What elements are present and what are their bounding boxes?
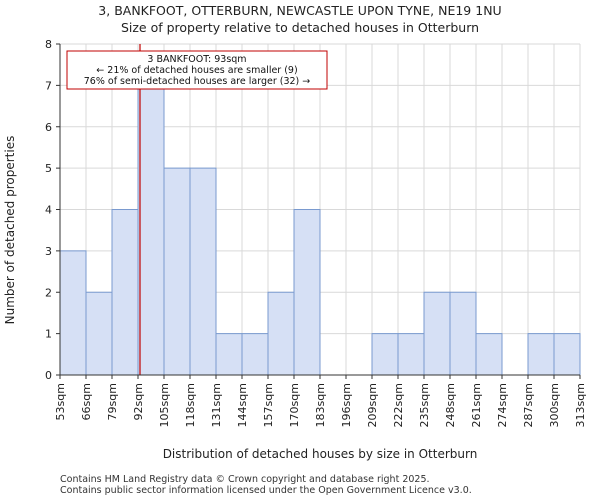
x-tick-label: 287sqm xyxy=(522,383,535,427)
y-tick-label: 8 xyxy=(45,38,52,51)
x-tick-label: 118sqm xyxy=(184,383,197,427)
x-tick-label: 274sqm xyxy=(496,383,509,427)
bar-235sqm xyxy=(423,291,451,376)
x-axis-label: Distribution of detached houses by size … xyxy=(163,447,478,461)
annotation-box xyxy=(66,50,328,90)
x-tick-label: 300sqm xyxy=(548,383,561,427)
annotation-line-1: 3 BANKFOOT: 93sqm xyxy=(147,54,246,65)
y-tick-label: 0 xyxy=(45,369,52,382)
bar-170sqm xyxy=(293,209,321,376)
x-tick-label: 209sqm xyxy=(366,383,379,427)
x-tick-label: 196sqm xyxy=(340,383,353,427)
y-tick-label: 6 xyxy=(45,121,52,134)
y-axis-label: Number of detached properties xyxy=(3,136,17,325)
bar-261sqm xyxy=(475,333,503,376)
y-ticks: 0 1 2 3 4 5 6 7 8 xyxy=(45,38,60,382)
x-tick-label: 235sqm xyxy=(418,383,431,427)
x-tick-label: 222sqm xyxy=(392,383,405,427)
bar-66sqm xyxy=(85,291,113,376)
chart-subtitle: Size of property relative to detached ho… xyxy=(120,20,480,35)
marker-annotation: 3 BANKFOOT: 93sqm← 21% of detached house… xyxy=(66,50,328,90)
x-tick-label: 105sqm xyxy=(158,383,171,427)
bar-287sqm xyxy=(527,333,555,376)
x-tick-label: 92sqm xyxy=(132,383,145,420)
annotation-line-3: 76% of semi-detached houses are larger (… xyxy=(84,76,311,87)
x-ticks: 53sqm 66sqm 79sqm 92sqm 105sqm 118sqm 131sqm 14… xyxy=(54,375,587,427)
y-tick-label: 1 xyxy=(45,328,52,341)
bar-92sqm xyxy=(137,84,165,376)
bar-222sqm xyxy=(397,333,425,376)
x-tick-label: 170sqm xyxy=(288,383,301,427)
annotation-line-2: ← 21% of detached houses are smaller (9) xyxy=(96,65,297,76)
y-tick-label: 3 xyxy=(45,245,52,258)
x-tick-label: 261sqm xyxy=(470,383,483,427)
bar-144sqm xyxy=(241,333,269,376)
bar-209sqm xyxy=(371,333,399,376)
chart-title: 3, BANKFOOT, OTTERBURN, NEWCASTLE UPON T… xyxy=(98,3,502,18)
bar-131sqm xyxy=(215,333,243,376)
x-tick-label: 53sqm xyxy=(54,383,67,420)
x-tick-label: 131sqm xyxy=(210,383,223,427)
y-tick-label: 4 xyxy=(45,204,52,217)
bar-79sqm xyxy=(111,209,139,376)
x-tick-label: 248sqm xyxy=(444,383,457,427)
footer-line-1: Contains HM Land Registry data © Crown c… xyxy=(60,474,430,485)
x-tick-label: 157sqm xyxy=(262,383,275,427)
y-tick-label: 7 xyxy=(45,79,52,92)
bar-300sqm xyxy=(553,333,581,376)
x-tick-label: 79sqm xyxy=(106,383,119,420)
bars xyxy=(59,84,581,376)
bar-157sqm xyxy=(267,291,295,376)
bar-248sqm xyxy=(449,291,477,376)
y-tick-label: 2 xyxy=(45,286,52,299)
bar-53sqm xyxy=(59,250,87,376)
bar-105sqm xyxy=(163,167,191,376)
x-tick-label: 66sqm xyxy=(80,383,93,420)
bar-118sqm xyxy=(189,167,217,376)
y-tick-label: 5 xyxy=(45,162,52,175)
x-tick-label: 144sqm xyxy=(236,383,249,427)
footer-line-2: Contains public sector information licen… xyxy=(60,485,472,496)
x-tick-label: 183sqm xyxy=(314,383,327,427)
x-tick-label: 313sqm xyxy=(574,383,587,427)
